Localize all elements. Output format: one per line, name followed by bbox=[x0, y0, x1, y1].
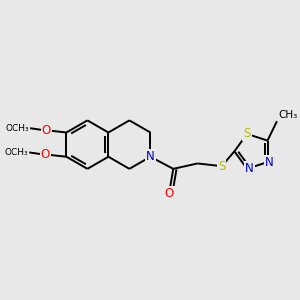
Text: O: O bbox=[42, 124, 51, 137]
Text: O: O bbox=[41, 148, 50, 161]
Text: N: N bbox=[146, 150, 155, 163]
Text: OCH₃: OCH₃ bbox=[5, 124, 29, 133]
Text: OCH₃: OCH₃ bbox=[4, 148, 28, 157]
Text: O: O bbox=[165, 188, 174, 200]
Text: S: S bbox=[218, 160, 225, 173]
Text: N: N bbox=[245, 162, 254, 175]
Text: S: S bbox=[243, 128, 251, 140]
Text: N: N bbox=[265, 156, 274, 169]
Text: CH₃: CH₃ bbox=[278, 110, 298, 120]
